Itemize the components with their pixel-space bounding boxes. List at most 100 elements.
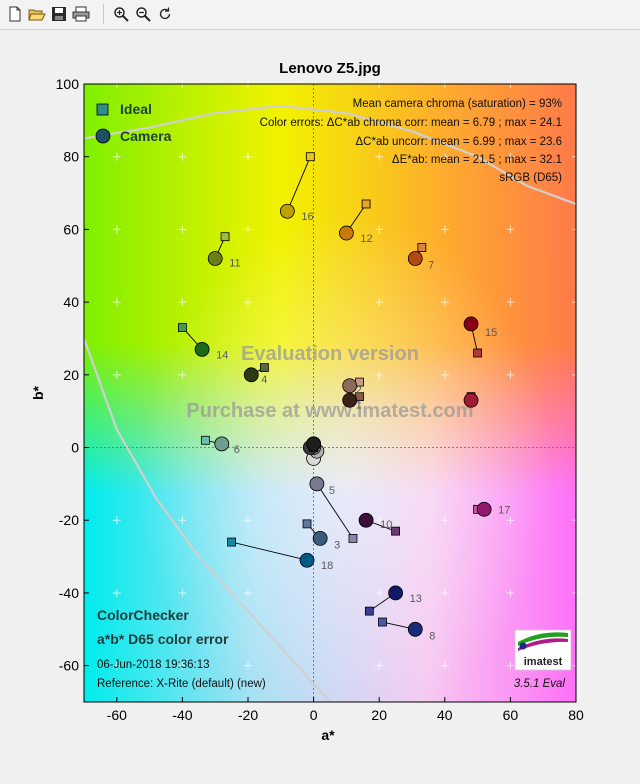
- legend-ideal-label: Ideal: [120, 101, 152, 117]
- legend-ideal-swatch: [96, 103, 109, 116]
- imatest-logo: imatest: [514, 629, 572, 671]
- chart-name: ColorChecker: [97, 607, 189, 623]
- error-line-16: [286, 156, 311, 212]
- grid-cross: [178, 152, 187, 161]
- grid-cross: [112, 152, 121, 161]
- ideal-marker-15: [473, 348, 483, 358]
- grid-cross: [244, 298, 252, 307]
- x-tick-label: 20: [371, 707, 387, 723]
- file-toolbar-group: [4, 3, 92, 25]
- patch-16: [279, 152, 315, 219]
- camera-marker-13: [388, 585, 404, 601]
- patch-label-1: 1: [356, 399, 362, 411]
- patch-label-15: 15: [485, 327, 497, 339]
- save-icon[interactable]: [48, 3, 70, 25]
- open-folder-icon[interactable]: [26, 3, 48, 25]
- patch-label-5: 5: [329, 485, 335, 497]
- ideal-marker-18: [227, 537, 237, 547]
- patch-11: [207, 232, 230, 266]
- patch-18: [227, 537, 315, 568]
- grid-cross: [112, 298, 121, 307]
- grid-cross: [178, 370, 187, 379]
- ideal-marker-11: [220, 232, 230, 242]
- camera-marker-18: [299, 552, 315, 568]
- patch-24: [306, 436, 322, 452]
- y-tick-label: -40: [59, 585, 79, 601]
- grid-cross: [506, 661, 515, 670]
- stats-box: Mean camera chroma (saturation) = 93% Co…: [260, 98, 563, 184]
- grid-cross: [506, 516, 515, 525]
- camera-marker-12: [338, 225, 354, 241]
- patch-15: [463, 316, 483, 358]
- patch-label-13: 13: [410, 593, 422, 605]
- y-tick-label: -20: [59, 512, 79, 528]
- gamut-line-lower: [82, 338, 331, 703]
- patch-label-6: 6: [234, 444, 240, 456]
- watermark-line-1: Evaluation version: [241, 343, 419, 365]
- watermark-line-2: Purchase at www.imatest.com: [186, 400, 473, 422]
- plot-background-center: [84, 84, 576, 702]
- ideal-marker-4: [259, 363, 269, 372]
- patch-9: [463, 392, 479, 408]
- ideal-marker-16: [305, 152, 315, 162]
- camera-marker-2: [342, 378, 358, 394]
- view-toolbar-group: [110, 3, 176, 25]
- ideal-marker-12: [361, 199, 371, 209]
- patch-label-18: 18: [321, 560, 333, 572]
- patch-10: [358, 512, 401, 536]
- logo-dot: [519, 642, 527, 650]
- grid-cross: [178, 661, 187, 670]
- new-file-icon[interactable]: [4, 3, 26, 25]
- patch-2: [342, 377, 364, 394]
- y-tick-label: -60: [59, 658, 79, 674]
- rotate-icon[interactable]: [154, 3, 176, 25]
- logo-stripe-green: [518, 632, 568, 646]
- plot-frame: [83, 83, 577, 703]
- legend: Ideal Camera: [95, 101, 172, 144]
- version-text: 3.5.1 Eval: [514, 678, 566, 690]
- grid-cross: [112, 661, 121, 670]
- ideal-marker-13: [364, 606, 374, 616]
- legend-camera-label: Camera: [120, 128, 172, 144]
- grid-cross: [112, 225, 121, 234]
- zoom-out-icon[interactable]: [132, 3, 154, 25]
- stats-line-chroma-corr: Color errors: ΔC*ab chroma corr: mean = …: [260, 117, 562, 129]
- patch-label-4: 4: [261, 374, 267, 386]
- ideal-marker-3: [302, 519, 312, 529]
- grid-cross: [244, 152, 252, 161]
- zoom-in-icon[interactable]: [110, 3, 132, 25]
- y-tick-label: 20: [63, 367, 79, 383]
- footer-info: ColorChecker a*b* D65 color error 06-Jun…: [97, 607, 565, 690]
- y-axis: -60 -40 -20 0 20 40 60 80 100: [56, 76, 89, 674]
- x-tick-label: -20: [238, 707, 258, 723]
- ideal-marker-14: [177, 323, 187, 332]
- chart-title: Lenovo Z5.jpg: [279, 60, 381, 77]
- ideal-marker-7: [417, 243, 427, 252]
- grid-cross: [440, 298, 449, 307]
- timestamp: 06-Jun-2018 19:36:13: [97, 659, 210, 671]
- patch-8: [378, 617, 423, 637]
- grid-cross: [375, 298, 384, 307]
- grid-cross: [375, 370, 384, 379]
- plot-area: Evaluation version Purchase at www.imate…: [82, 80, 580, 703]
- patch-17: [473, 501, 492, 517]
- camera-marker-8: [407, 621, 423, 637]
- patch-12: [338, 199, 371, 241]
- patch-label-7: 7: [428, 259, 434, 271]
- stats-line-color-space: sRGB (D65): [499, 172, 562, 184]
- print-icon[interactable]: [70, 3, 92, 25]
- y-tick-label: 40: [63, 294, 79, 310]
- camera-marker-4: [243, 367, 259, 383]
- grid-cross: [506, 152, 515, 161]
- camera-marker-7: [407, 251, 423, 266]
- grid-cross: [506, 298, 515, 307]
- patch-3: [302, 519, 328, 546]
- grid-cross: [440, 370, 449, 379]
- grid-cross: [375, 152, 384, 161]
- gamut-line-upper: [83, 104, 577, 206]
- patch-label-17: 17: [498, 504, 510, 516]
- grid-cross: [244, 661, 252, 670]
- grid-cross: [112, 370, 121, 379]
- patch-label-12: 12: [360, 233, 372, 245]
- grid-cross: [178, 516, 187, 525]
